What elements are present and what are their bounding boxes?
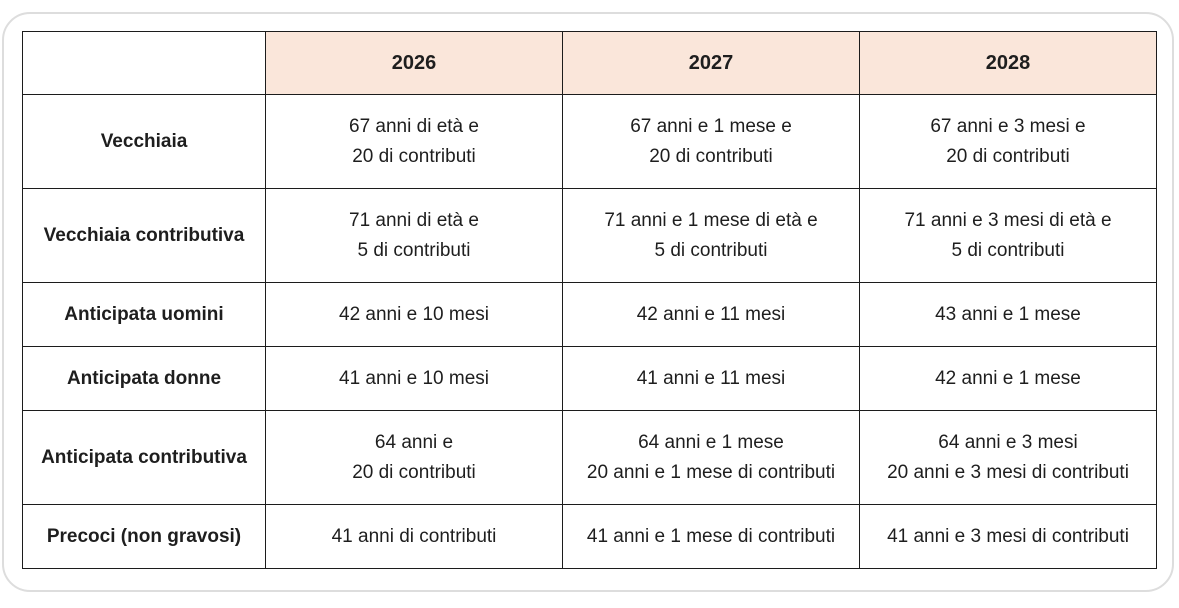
row-label: Anticipata uomini bbox=[22, 282, 266, 347]
cell-line: 43 anni e 1 mese bbox=[935, 303, 1081, 325]
table-cell: 67 anni e 3 mesi e 20 di contributi bbox=[859, 94, 1157, 189]
cell-line: 41 anni e 1 mese di contributi bbox=[586, 525, 836, 547]
table-cell: 64 anni e 1 mese 20 anni e 1 mese di con… bbox=[562, 410, 860, 505]
cell-line: 64 anni e bbox=[374, 431, 454, 453]
cell-line: 67 anni di età e bbox=[349, 115, 479, 137]
table-cell: 71 anni di età e 5 di contributi bbox=[265, 188, 563, 283]
table-cell: 42 anni e 1 mese bbox=[859, 346, 1157, 411]
cell-line: 67 anni e 3 mesi e bbox=[930, 115, 1086, 137]
table-cell: 42 anni e 11 mesi bbox=[562, 282, 860, 347]
table-cell: 71 anni e 3 mesi di età e 5 di contribut… bbox=[859, 188, 1157, 283]
cell-line: 20 di contributi bbox=[649, 145, 773, 167]
cell-line: 64 anni e 3 mesi bbox=[938, 431, 1078, 453]
table-cell: 41 anni e 1 mese di contributi bbox=[562, 504, 860, 569]
cell-line: 20 di contributi bbox=[352, 145, 476, 167]
table-cell: 41 anni e 3 mesi di contributi bbox=[859, 504, 1157, 569]
cell-line: 42 anni e 11 mesi bbox=[636, 303, 786, 325]
cell-line: 41 anni e 11 mesi bbox=[636, 367, 786, 389]
cell-line: 71 anni di età e bbox=[349, 209, 479, 231]
cell-line: 20 anni e 3 mesi di contributi bbox=[887, 461, 1129, 483]
table-cell: 64 anni e 3 mesi 20 anni e 3 mesi di con… bbox=[859, 410, 1157, 505]
cell-line: 42 anni e 1 mese bbox=[935, 367, 1081, 389]
column-header-2028: 2028 bbox=[859, 31, 1157, 95]
table-cell: 42 anni e 10 mesi bbox=[265, 282, 563, 347]
cell-line: 67 anni e 1 mese e bbox=[630, 115, 792, 137]
cell-line: 64 anni e 1 mese bbox=[638, 431, 784, 453]
corner-cell bbox=[22, 31, 266, 95]
table-row: Anticipata donne 41 anni e 10 mesi 41 an… bbox=[22, 346, 1157, 411]
table-cell: 64 anni e 20 di contributi bbox=[265, 410, 563, 505]
table-cell: 67 anni e 1 mese e 20 di contributi bbox=[562, 94, 860, 189]
row-label: Vecchiaia bbox=[22, 94, 266, 189]
cell-line: 71 anni e 3 mesi di età e bbox=[904, 209, 1112, 231]
table-cell: 67 anni di età e 20 di contributi bbox=[265, 94, 563, 189]
header-row: 2026 2027 2028 bbox=[22, 31, 1157, 95]
cell-line: 20 di contributi bbox=[352, 461, 476, 483]
table-cell: 41 anni e 10 mesi bbox=[265, 346, 563, 411]
row-label: Anticipata contributiva bbox=[22, 410, 266, 505]
table-row: Anticipata uomini 42 anni e 10 mesi 42 a… bbox=[22, 282, 1157, 347]
cell-line: 20 di contributi bbox=[946, 145, 1070, 167]
cell-line: 5 di contributi bbox=[951, 239, 1065, 261]
cell-line: 42 anni e 10 mesi bbox=[339, 303, 489, 325]
table-cell: 41 anni e 11 mesi bbox=[562, 346, 860, 411]
cell-line: 5 di contributi bbox=[654, 239, 768, 261]
cell-line: 71 anni e 1 mese di età e bbox=[604, 209, 818, 231]
column-header-2026: 2026 bbox=[265, 31, 563, 95]
table-cell: 71 anni e 1 mese di età e 5 di contribut… bbox=[562, 188, 860, 283]
row-label: Precoci (non gravosi) bbox=[22, 504, 266, 569]
table-row: Precoci (non gravosi) 41 anni di contrib… bbox=[22, 504, 1157, 569]
column-header-2027: 2027 bbox=[562, 31, 860, 95]
cell-line: 41 anni e 3 mesi di contributi bbox=[887, 525, 1129, 547]
table-row: Vecchiaia 67 anni di età e 20 di contrib… bbox=[22, 94, 1157, 189]
table-row: Anticipata contributiva 64 anni e 20 di … bbox=[22, 410, 1157, 505]
cell-line: 20 anni e 1 mese di contributi bbox=[586, 461, 836, 483]
table-cell: 41 anni di contributi bbox=[265, 504, 563, 569]
table-row: Vecchiaia contributiva 71 anni di età e … bbox=[22, 188, 1157, 283]
row-label: Anticipata donne bbox=[22, 346, 266, 411]
pension-requirements-table: 2026 2027 2028 Vecchiaia 67 anni di età … bbox=[22, 31, 1157, 569]
table-cell: 43 anni e 1 mese bbox=[859, 282, 1157, 347]
cell-line: 5 di contributi bbox=[357, 239, 471, 261]
row-label: Vecchiaia contributiva bbox=[22, 188, 266, 283]
cell-line: 41 anni di contributi bbox=[331, 525, 497, 547]
cell-line: 41 anni e 10 mesi bbox=[339, 367, 489, 389]
